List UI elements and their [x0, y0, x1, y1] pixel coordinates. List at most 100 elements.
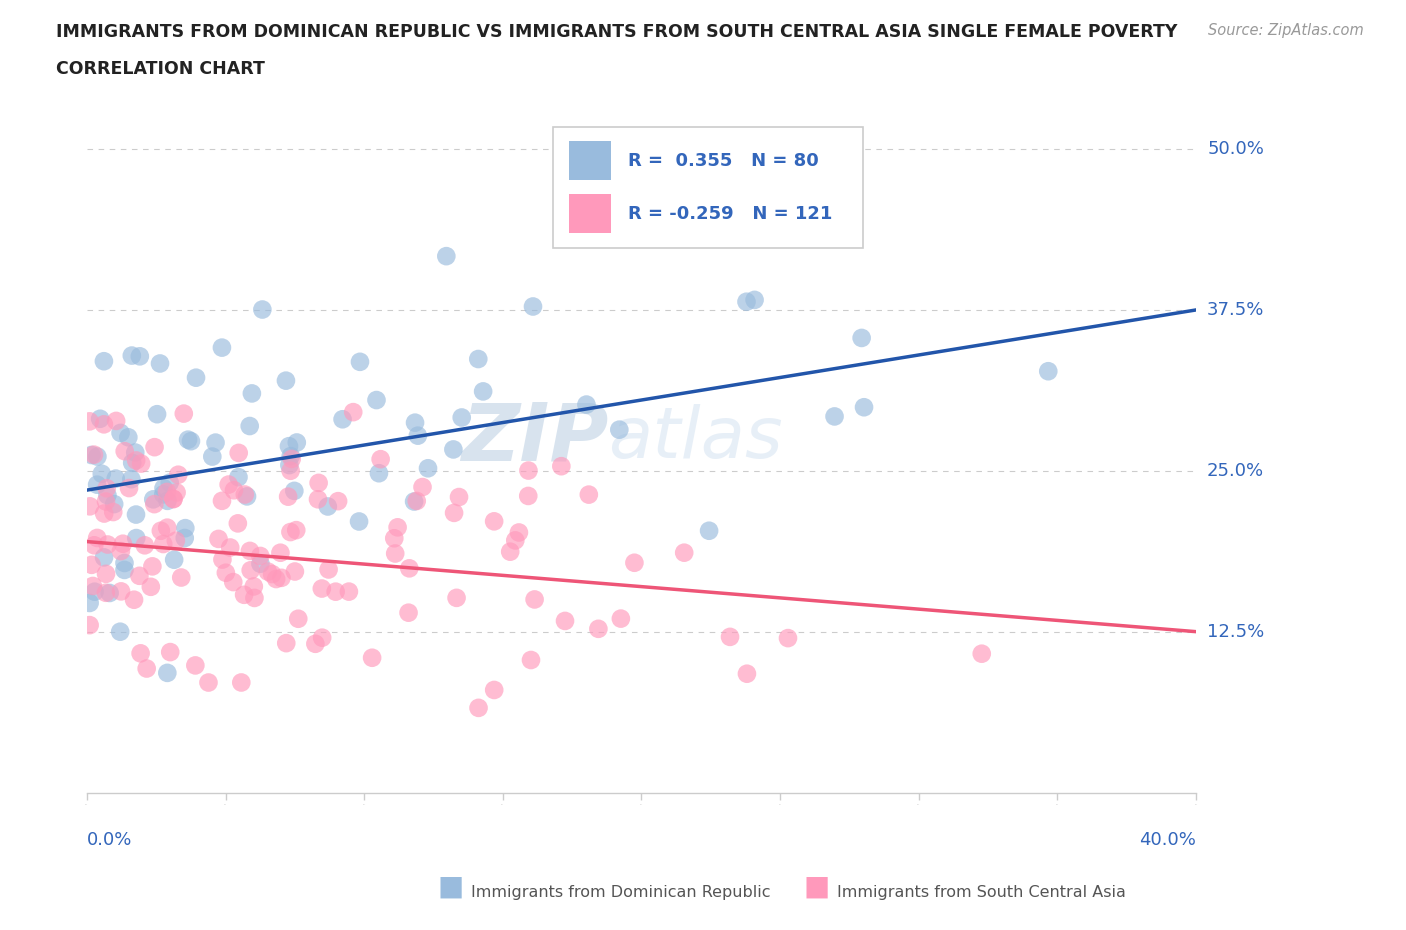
Point [156, 520, 179, 535]
Point [173, 530, 195, 545]
Point [332, 412, 354, 427]
Point [472, 384, 495, 399]
Point [94, 566, 117, 581]
Point [276, 636, 298, 651]
Point [82, 578, 104, 593]
Point [167, 467, 190, 482]
Point [412, 480, 434, 495]
Point [274, 373, 297, 388]
Point [280, 463, 302, 478]
Point [441, 442, 464, 457]
Point [853, 400, 876, 415]
Point [94, 585, 117, 600]
Point [406, 428, 429, 443]
Text: atlas: atlas [609, 405, 783, 473]
Point [177, 432, 200, 447]
Point [79, 595, 101, 610]
Point [499, 544, 522, 559]
Point [118, 481, 141, 496]
Point [104, 472, 127, 486]
Point [83, 538, 105, 552]
Point [125, 453, 148, 468]
Text: 25.0%: 25.0% [1208, 462, 1264, 480]
Point [170, 570, 193, 585]
Point [262, 566, 284, 581]
Text: 50.0%: 50.0% [1208, 140, 1264, 158]
Point [142, 492, 165, 507]
Point [162, 492, 184, 507]
Point [114, 563, 136, 578]
Point [283, 484, 305, 498]
Point [111, 537, 134, 551]
Point [233, 487, 256, 502]
Point [735, 666, 758, 681]
Point [280, 448, 302, 463]
Point [404, 494, 426, 509]
Point [233, 588, 256, 603]
Point [143, 497, 166, 512]
Point [249, 556, 271, 571]
Point [83, 447, 105, 462]
Point [447, 489, 470, 504]
Point [517, 488, 540, 503]
Point [270, 570, 292, 585]
Point [180, 433, 202, 448]
Point [236, 489, 259, 504]
Point [450, 410, 472, 425]
Point [228, 445, 250, 460]
Point [122, 592, 145, 607]
Point [697, 524, 720, 538]
Point [79, 414, 101, 429]
Point [384, 546, 406, 561]
Point [337, 584, 360, 599]
Point [156, 494, 179, 509]
Text: R = -0.259   N = 121: R = -0.259 N = 121 [628, 205, 832, 222]
Point [93, 417, 115, 432]
Point [165, 533, 187, 548]
Point [240, 386, 263, 401]
Point [349, 354, 371, 369]
Point [520, 653, 543, 668]
Point [243, 579, 266, 594]
Point [316, 499, 339, 514]
Point [197, 675, 219, 690]
Point [90, 466, 112, 481]
Point [139, 579, 162, 594]
Point [776, 631, 799, 645]
Point [578, 487, 600, 502]
Point [368, 466, 391, 481]
Point [120, 472, 142, 486]
Point [129, 646, 152, 661]
Point [284, 565, 307, 579]
Point [184, 370, 207, 385]
Point [94, 494, 117, 509]
Text: Immigrants from South Central Asia: Immigrants from South Central Asia [837, 885, 1125, 900]
Point [257, 565, 280, 579]
Point [211, 552, 233, 567]
Point [443, 505, 465, 520]
Text: ZIP: ZIP [461, 400, 609, 478]
Point [239, 543, 262, 558]
Point [103, 505, 125, 520]
Point [215, 565, 238, 580]
Point [252, 302, 274, 317]
Point [277, 489, 299, 504]
Point [79, 618, 101, 632]
Point [117, 430, 139, 445]
Point [166, 485, 188, 500]
Point [325, 584, 347, 599]
Point [173, 406, 195, 421]
Point [370, 452, 392, 467]
Point [129, 456, 152, 471]
Point [311, 581, 333, 596]
Point [149, 356, 172, 371]
Point [146, 406, 169, 421]
Point [219, 540, 242, 555]
Point [211, 340, 233, 355]
Point [304, 636, 326, 651]
Point [287, 611, 309, 626]
Point [86, 530, 108, 545]
Point [307, 492, 329, 507]
Text: CORRELATION CHART: CORRELATION CHART [56, 60, 266, 78]
Point [318, 562, 340, 577]
